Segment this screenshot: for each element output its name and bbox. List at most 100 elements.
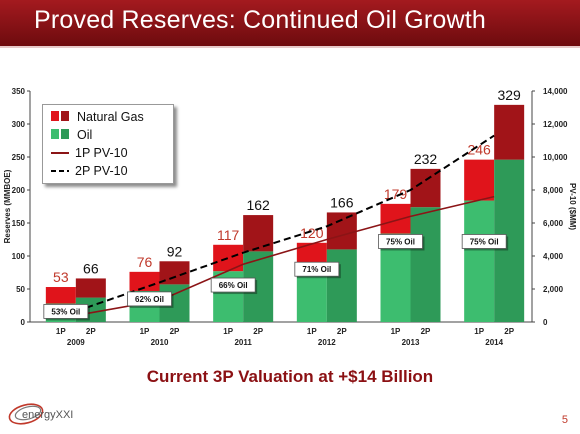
bar-gas-2011-2p [243,215,274,252]
oil-share-callout-box [294,261,340,277]
x-tick-label: 1P [307,327,317,336]
bar-gas-2014-1p [464,159,495,201]
y2-tick-label: 10,000 [543,153,568,162]
x-group-label: 2012 [318,338,336,347]
x-tick-label: 2P [504,327,514,336]
x-group-label: 2011 [234,338,252,347]
bar-gas-2010-2p [159,261,190,285]
bar-value-label: 246 [467,142,491,158]
bar-gas-2009-2p [75,278,106,298]
oil-share-callout: 62% Oil [127,291,174,308]
oil-share-label: 75% Oil [470,237,499,246]
y-tick-label: 300 [12,120,26,129]
bar-value-label: 162 [246,197,270,213]
x-tick-label: 2P [170,327,180,336]
legend-label-2p-pv10: 2P PV-10 [75,164,128,178]
oil-share-callout: 53% Oil [43,304,90,321]
bar-gas-2014-2p [494,104,525,160]
oil-share-callout: 66% Oil [210,277,258,295]
logo-text: energyXXI [22,409,73,421]
bar-value-label: 179 [384,186,408,202]
oil-share-label: 75% Oil [386,237,415,246]
bar-value-label: 329 [497,87,521,103]
bar-value-label: 120 [300,225,324,241]
legend-item-1p-pv10: 1P PV-10 [51,145,128,161]
oil-share-callout: 75% Oil [378,234,425,251]
legend-label-oil: Oil [77,128,93,142]
page-title: Proved Reserves: Continued Oil Growth [34,6,487,34]
oil-share-callout-box [378,234,423,249]
bar-gas-2010-1p [129,271,160,291]
page-number: 5 [561,414,568,426]
oil-share-callout-box [127,291,172,307]
valuation-subtitle: Current 3P Valuation at +$14 Billion [146,367,434,386]
oil-swatch-icon [51,126,71,144]
legend-label-1p-pv10: 1P PV-10 [75,146,128,160]
y-tick-label: 150 [12,219,26,228]
legend-label-natural-gas: Natural Gas [77,110,144,124]
y-tick-label: 50 [16,285,25,294]
chart-legend: Natural Gas Oil 1P PV-10 2P PV-10 [42,104,174,184]
oil-share-callout-box [43,304,89,319]
bar-gas-2012-1p [296,242,327,266]
x-group-label: 2009 [67,338,85,347]
y2-tick-label: 8,000 [543,186,564,195]
x-tick-label: 1P [223,327,233,336]
natural-gas-swatch-icon [51,108,71,126]
oil-share-label: 53% Oil [51,307,80,316]
y-axis-title: Reserves (MMBOE) [3,169,12,243]
x-tick-label: 2P [421,327,431,336]
y2-tick-label: 0 [543,318,548,327]
bar-oil-2014-1p [464,200,495,322]
legend-item-oil: Oil [51,127,92,143]
oil-share-callout: 75% Oil [461,234,509,251]
x-group-label: 2014 [485,338,503,347]
x-tick-label: 1P [391,327,401,336]
bar-value-label: 92 [167,243,183,259]
bar-value-label: 232 [414,151,438,167]
bar-value-label: 66 [83,260,99,276]
legend-item-2p-pv10: 2P PV-10 [51,163,128,179]
y2-axis-title: PV-10 ($MM) [568,183,577,230]
y2-tick-label: 14,000 [543,87,568,96]
y2-tick-label: 2,000 [543,285,564,294]
bar-gas-2009-1p [45,287,76,304]
oil-share-callout-box [461,234,507,249]
dashed-line-swatch-icon [51,170,69,172]
x-tick-label: 1P [474,327,484,336]
x-tick-label: 2P [86,327,96,336]
y2-tick-label: 12,000 [543,120,568,129]
y-tick-label: 350 [12,87,26,96]
x-group-label: 2013 [402,338,420,347]
header-divider [0,46,580,48]
oil-share-callout-box [210,277,256,293]
bar-value-label: 166 [330,194,354,210]
pv10-2p-line [75,134,495,313]
energy-xxi-logo: energyXXI [6,398,86,428]
x-tick-label: 2P [253,327,263,336]
x-group-label: 2010 [151,338,169,347]
oil-share-label: 62% Oil [135,295,164,304]
oil-share-callout: 71% Oil [294,261,341,279]
bar-gas-2012-2p [326,212,357,250]
reserves-chart: 0 50 100 150 200 250 300 350 0 2,000 4,000 6,000 8,0… [3,87,577,347]
y2-tick-label: 4,000 [543,252,564,261]
x-tick-label: 2P [337,327,347,336]
solid-line-swatch-icon [51,152,69,154]
bar-gas-2013-1p [380,203,411,234]
legend-item-natural-gas: Natural Gas [51,109,144,125]
y-tick-label: 250 [12,153,26,162]
bar-value-label: 53 [53,269,69,285]
y-tick-label: 200 [12,186,26,195]
bar-gas-2013-2p [410,168,441,208]
bar-value-label: 76 [137,254,153,270]
bar-value-label: 117 [217,227,240,243]
x-tick-label: 1P [56,327,66,336]
y-tick-label: 0 [21,318,26,327]
x-tick-label: 1P [140,327,150,336]
bar-gas-2011-1p [213,244,244,272]
bar-oil-2013-2p [410,207,441,322]
header-bar: Proved Reserves: Continued Oil Growth [0,0,580,46]
y-tick-label: 100 [12,252,26,261]
y2-tick-label: 6,000 [543,219,564,228]
